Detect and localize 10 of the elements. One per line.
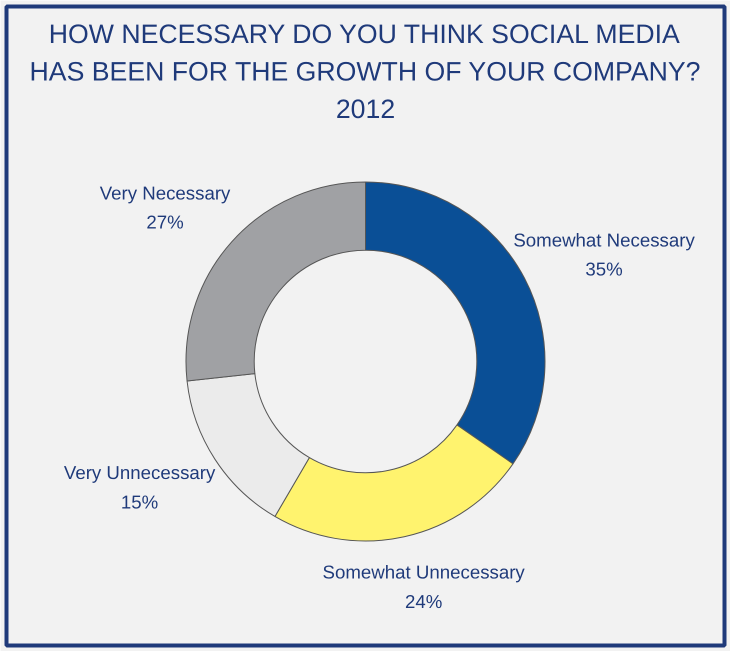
slice-label: Somewhat Necessary xyxy=(513,229,696,250)
data-label: 15% xyxy=(120,491,158,512)
slice-label: Very Necessary xyxy=(100,182,232,204)
slice-label: Very Unnecessary xyxy=(64,462,216,483)
slice-label: Somewhat Unnecessary xyxy=(322,562,526,583)
chart-subtitle: 2012 xyxy=(336,94,396,124)
data-label: 24% xyxy=(404,591,442,612)
data-label: 35% xyxy=(585,258,623,280)
data-label: 27% xyxy=(146,212,184,233)
chart-title: HOW NECESSARY DO YOU THINK SOCIAL MEDIA HAS BEEN FOR THE GROWTH OF YOUR COMPANY? xyxy=(30,18,700,86)
